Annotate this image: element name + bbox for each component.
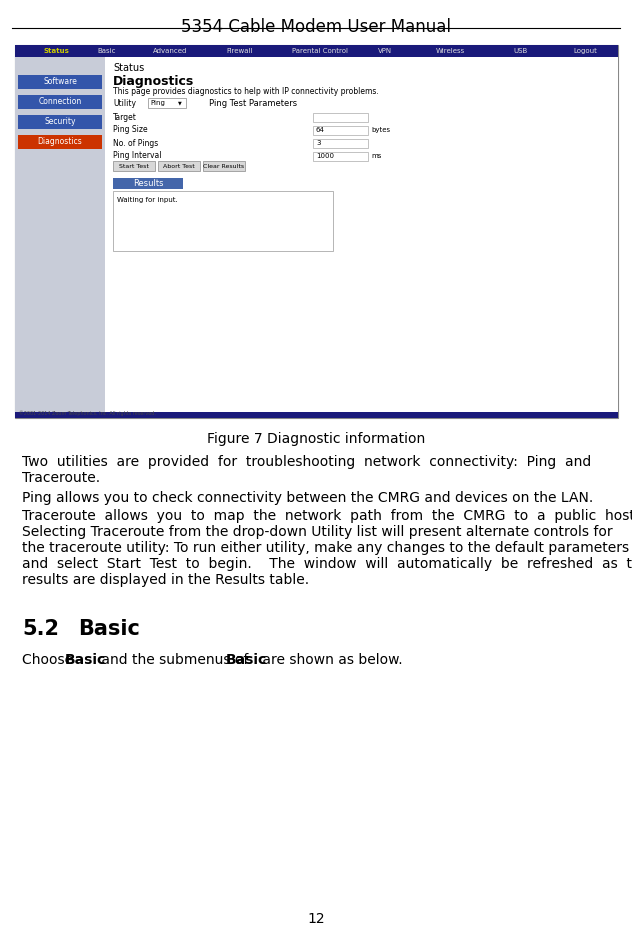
- Text: Basic: Basic: [225, 653, 267, 667]
- Text: 3: 3: [316, 140, 320, 146]
- Bar: [18, 95, 102, 109]
- Bar: [113, 191, 333, 251]
- Bar: [18, 75, 102, 89]
- Text: Abort Test: Abort Test: [163, 163, 195, 169]
- Text: and the submenus of: and the submenus of: [97, 653, 253, 667]
- Bar: [15, 45, 618, 57]
- Text: Diagnostics: Diagnostics: [113, 75, 194, 88]
- Bar: [15, 45, 618, 418]
- Text: Traceroute.: Traceroute.: [22, 471, 100, 485]
- Text: Choose: Choose: [22, 653, 78, 667]
- Text: USB: USB: [513, 48, 527, 54]
- Bar: [113, 161, 155, 171]
- Bar: [203, 161, 245, 171]
- Text: Security: Security: [44, 117, 76, 127]
- Bar: [313, 113, 368, 122]
- Text: Parental Control: Parental Control: [292, 48, 348, 54]
- Bar: [15, 57, 105, 418]
- Bar: [148, 98, 186, 108]
- Text: Figure 7 Diagnostic information: Figure 7 Diagnostic information: [207, 432, 425, 446]
- Text: 64: 64: [316, 127, 325, 133]
- Text: Firewall: Firewall: [227, 48, 253, 54]
- Text: Traceroute  allows  you  to  map  the  network  path  from  the  CMRG  to  a  pu: Traceroute allows you to map the network…: [22, 509, 632, 523]
- Text: Target: Target: [113, 113, 137, 121]
- Text: the traceroute utility: To run either utility, make any changes to the default p: the traceroute utility: To run either ut…: [22, 541, 629, 555]
- Text: Results: Results: [133, 179, 163, 188]
- Text: Start Test: Start Test: [119, 163, 149, 169]
- Bar: [158, 161, 200, 171]
- Text: Ping Interval: Ping Interval: [113, 152, 162, 160]
- Bar: [18, 135, 102, 149]
- Text: are shown as below.: are shown as below.: [258, 653, 403, 667]
- Text: Utility: Utility: [113, 99, 136, 108]
- Text: VPN: VPN: [378, 48, 392, 54]
- Text: No. of Pings: No. of Pings: [113, 139, 158, 147]
- Text: 5.2: 5.2: [22, 619, 59, 639]
- Text: Clear Results: Clear Results: [204, 163, 245, 169]
- Bar: [313, 139, 368, 148]
- Text: Basic: Basic: [64, 653, 106, 667]
- Text: ©2001-2014 Zoom Telephonics, Inc. All rights reserved.: ©2001-2014 Zoom Telephonics, Inc. All ri…: [19, 410, 156, 416]
- Text: bytes: bytes: [371, 127, 390, 133]
- Bar: [313, 152, 368, 161]
- Text: Ping allows you to check connectivity between the CMRG and devices on the LAN.: Ping allows you to check connectivity be…: [22, 491, 593, 505]
- Text: results are displayed in the Results table.: results are displayed in the Results tab…: [22, 573, 309, 587]
- Text: Selecting Traceroute from the drop-down Utility list will present alternate cont: Selecting Traceroute from the drop-down …: [22, 525, 612, 539]
- Bar: [313, 126, 368, 135]
- Text: This page provides diagnostics to help with IP connectivity problems.: This page provides diagnostics to help w…: [113, 87, 379, 96]
- Text: Basic: Basic: [98, 48, 116, 54]
- Text: 5354 Cable Modem User Manual: 5354 Cable Modem User Manual: [181, 18, 451, 36]
- Bar: [15, 57, 618, 418]
- Text: Connection: Connection: [39, 98, 82, 106]
- Text: Status: Status: [113, 63, 144, 73]
- Text: Software: Software: [43, 77, 77, 87]
- Text: Basic: Basic: [78, 619, 140, 639]
- Text: and  select  Start  Test  to  begin.    The  window  will  automatically  be  re: and select Start Test to begin. The wind…: [22, 557, 632, 571]
- Text: Waiting for input.: Waiting for input.: [117, 197, 178, 203]
- Text: Status: Status: [43, 48, 69, 54]
- Text: 12: 12: [307, 912, 325, 926]
- Text: Ping Test Parameters: Ping Test Parameters: [209, 99, 297, 107]
- Text: 1000: 1000: [316, 153, 334, 159]
- Bar: [15, 412, 618, 418]
- Text: Wireless: Wireless: [435, 48, 465, 54]
- Text: ms: ms: [371, 153, 381, 159]
- Text: Ping Size: Ping Size: [113, 126, 148, 134]
- Text: ▼: ▼: [178, 101, 182, 105]
- Text: Advanced: Advanced: [153, 48, 187, 54]
- Text: Ping: Ping: [150, 100, 165, 106]
- Text: Diagnostics: Diagnostics: [38, 138, 82, 146]
- Text: Two  utilities  are  provided  for  troubleshooting  network  connectivity:  Pin: Two utilities are provided for troublesh…: [22, 455, 592, 469]
- Text: Logout: Logout: [573, 48, 597, 54]
- Bar: [18, 115, 102, 129]
- Bar: [113, 178, 183, 189]
